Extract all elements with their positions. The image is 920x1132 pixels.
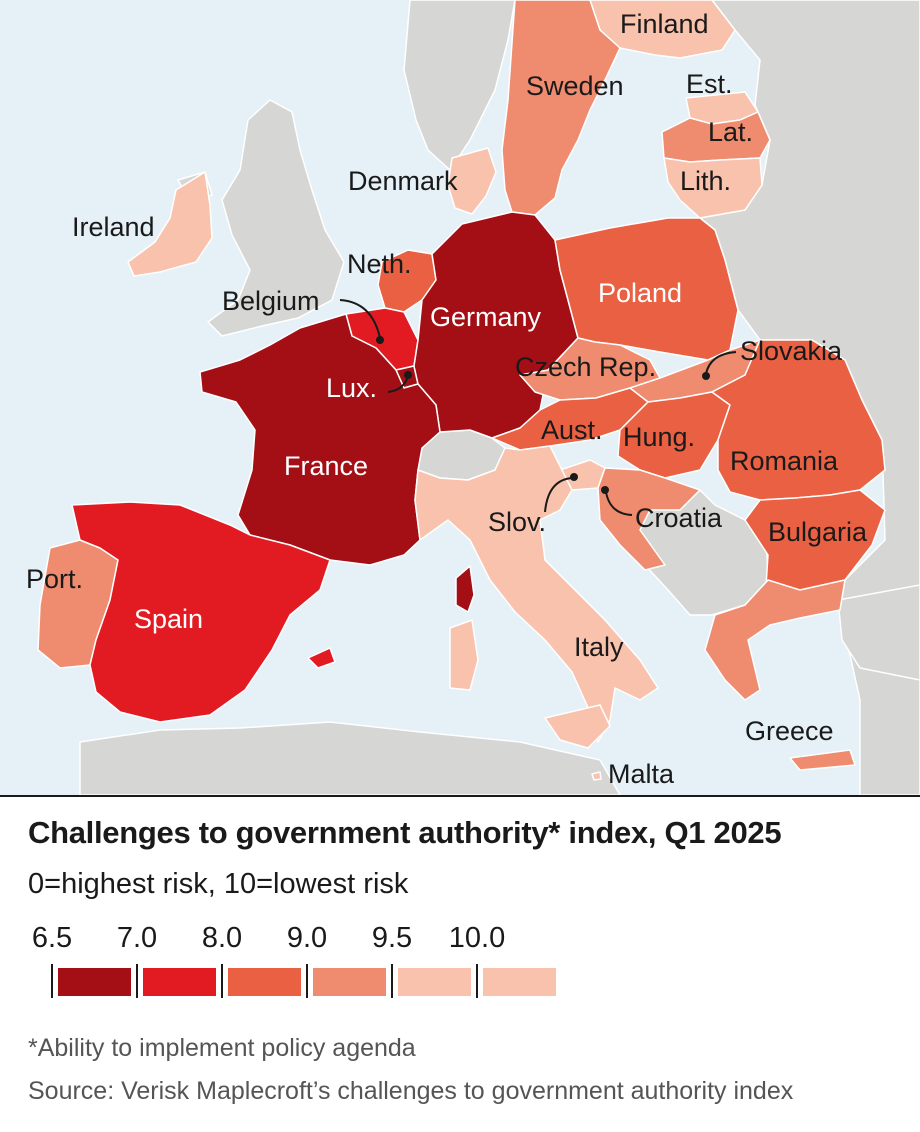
country-corsica	[455, 565, 475, 613]
legend-tick	[476, 964, 478, 998]
legend-panel: Challenges to government authority* inde…	[0, 795, 920, 1132]
leader-slovakia	[705, 351, 737, 375]
legend-swatch-9-0-to-9-5	[313, 968, 386, 996]
label-lithuania: Lith.	[680, 166, 731, 196]
label-ireland: Ireland	[72, 212, 155, 242]
leader-belgium	[339, 299, 381, 339]
label-denmark: Denmark	[348, 166, 458, 196]
turkey-land	[837, 584, 920, 681]
legend-tick	[51, 964, 53, 998]
legend-tick	[221, 964, 223, 998]
label-czech: Czech Rep.	[515, 352, 656, 382]
legend-tick-label: 9.5	[371, 922, 413, 954]
country-crete	[789, 749, 856, 771]
legend-swatch-7-0-to-8-0	[143, 968, 216, 996]
north-africa-land	[79, 721, 621, 795]
legend-tick	[391, 964, 393, 998]
country-spain	[71, 501, 331, 723]
leader-lines	[339, 299, 737, 516]
label-france: France	[284, 451, 368, 481]
label-italy: Italy	[574, 632, 624, 662]
legend-swatch-9-5-to-10-0	[398, 968, 471, 996]
legend-tick	[136, 964, 138, 998]
legend-tick	[306, 964, 308, 998]
leader-croatia	[605, 491, 633, 516]
label-portugal: Port.	[26, 564, 83, 594]
country-sardinia	[449, 619, 479, 691]
label-belgium: Belgium	[222, 286, 320, 316]
legend-subtitle: 0=highest risk, 10=lowest risk	[28, 868, 409, 900]
label-bulgaria: Bulgaria	[768, 517, 868, 547]
europe-map: Finland Sweden Est. Lat. Lith. Denmark I…	[0, 0, 920, 795]
source-line: Source: Verisk Maplecroft’s challenges t…	[28, 1077, 794, 1105]
countries	[37, 0, 886, 781]
country-sicily	[544, 704, 611, 749]
leader-dot-luxembourg	[404, 371, 412, 379]
label-hungary: Hung.	[623, 422, 695, 452]
label-latvia: Lat.	[708, 117, 753, 147]
leader-dot-slovenia	[570, 473, 578, 481]
footnote: *Ability to implement policy agenda	[28, 1034, 416, 1062]
label-netherlands: Neth.	[347, 249, 412, 279]
leader-slovenia	[544, 477, 573, 513]
legend-title: Challenges to government authority* inde…	[28, 815, 782, 850]
label-finland: Finland	[620, 9, 709, 39]
leader-dot-belgium	[376, 336, 384, 344]
country-balearics	[307, 647, 336, 669]
label-slovenia: Slov.	[488, 507, 546, 537]
legend-tick-label: 9.0	[286, 922, 328, 954]
country-malta	[591, 771, 602, 781]
legend-swatch-8-0-to-9-0	[228, 968, 301, 996]
label-slovakia: Slovakia	[740, 336, 843, 366]
label-croatia: Croatia	[635, 503, 723, 533]
country-czech	[519, 337, 661, 401]
legend-tick-label: 8.0	[201, 922, 243, 954]
label-germany: Germany	[430, 302, 542, 332]
country-croatia	[597, 467, 701, 571]
country-lithuania	[663, 157, 763, 219]
label-greece: Greece	[745, 716, 834, 746]
country-ireland	[127, 171, 213, 277]
country-sweden	[501, 0, 621, 216]
country-denmark	[447, 147, 497, 215]
great-britain-land	[206, 99, 345, 337]
legend-scale: 6.5 7.0 8.0 9.0 9.5 10.0	[0, 922, 920, 1012]
label-malta: Malta	[608, 759, 675, 789]
legend-swatch-above-10-0	[483, 968, 556, 996]
legend-tick-label: 6.5	[31, 922, 73, 954]
legend-tick-label: 10.0	[448, 922, 506, 954]
country-labels: Finland Sweden Est. Lat. Lith. Denmark I…	[26, 9, 868, 789]
leader-dot-slovakia	[702, 372, 710, 380]
country-greece	[704, 579, 846, 701]
label-austria: Aust.	[541, 415, 603, 445]
label-spain: Spain	[134, 604, 203, 634]
label-sweden: Sweden	[526, 71, 624, 101]
country-italy	[414, 445, 659, 743]
label-luxembourg: Lux.	[326, 373, 377, 403]
leader-dot-croatia	[601, 486, 609, 494]
label-estonia: Est.	[686, 69, 733, 99]
label-romania: Romania	[730, 446, 839, 476]
legend-swatch-6-5-to-7-0	[58, 968, 131, 996]
legend-tick-label: 7.0	[116, 922, 158, 954]
label-poland: Poland	[598, 278, 682, 308]
